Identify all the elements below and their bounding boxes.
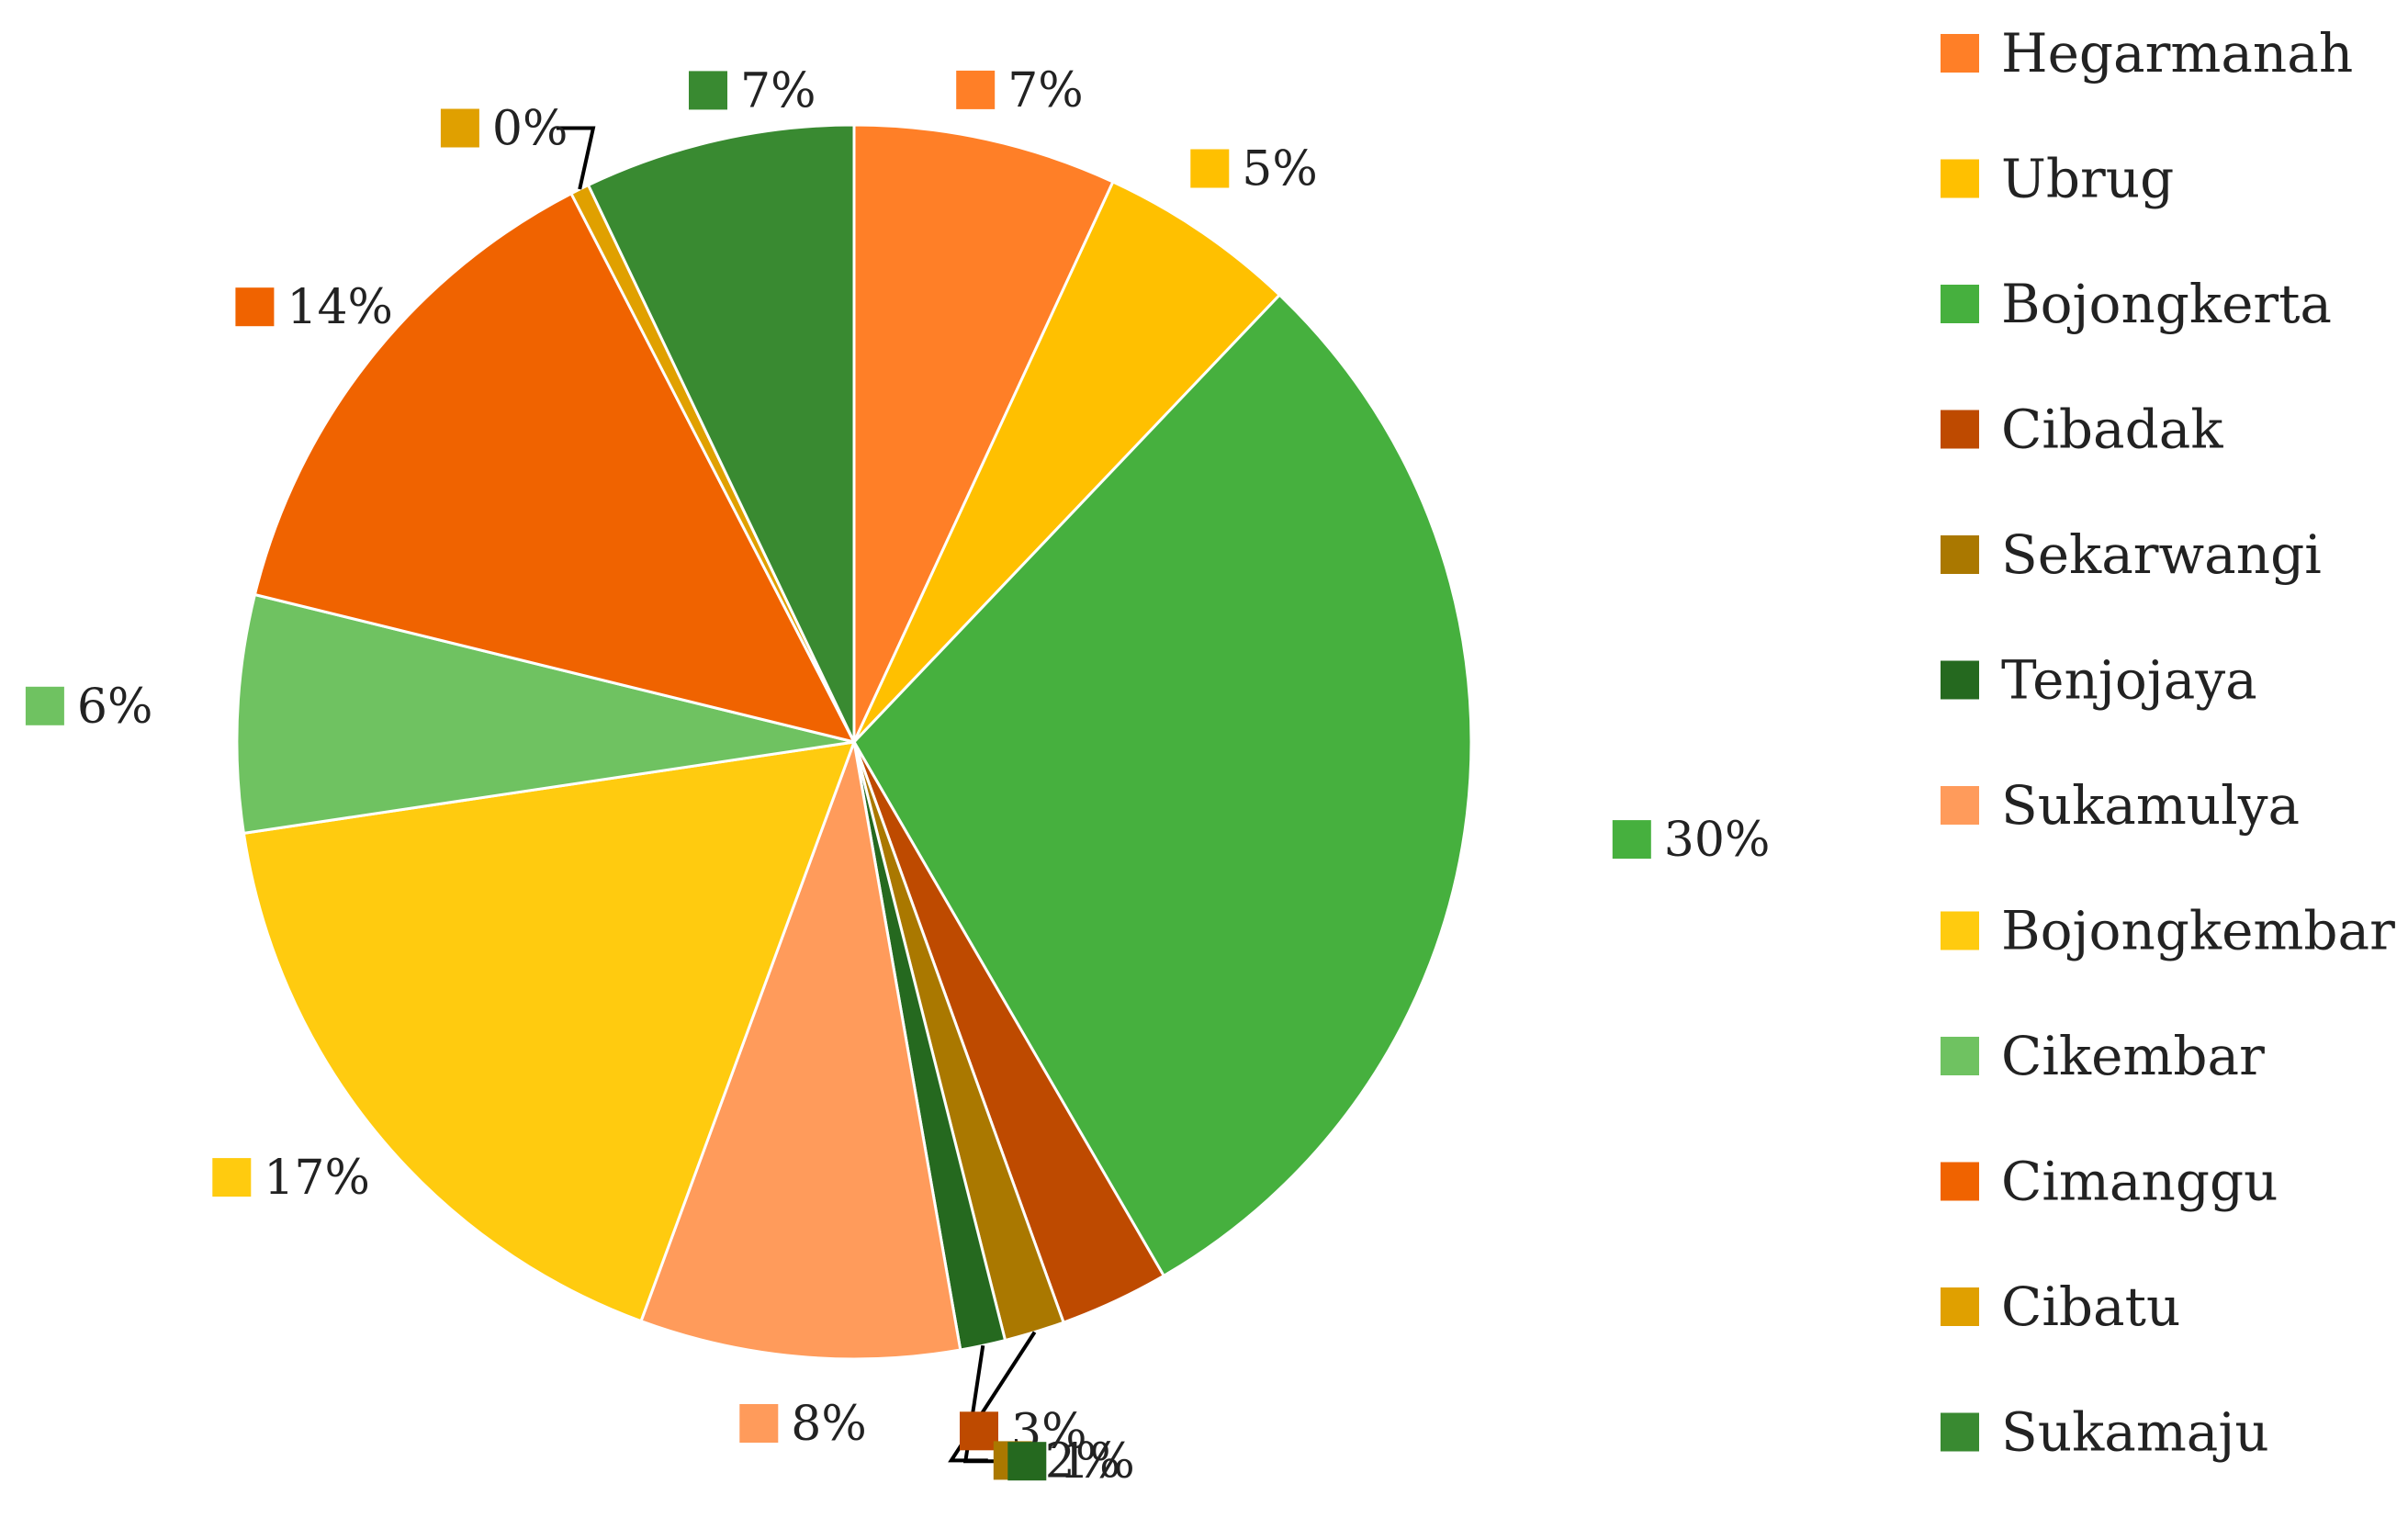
legend-swatch-sekarwangi [1941,535,1979,574]
data-label-swatch-tenjojaya [1007,1442,1047,1481]
data-label-sukamulya: 8% [739,1397,867,1452]
legend-label-sukamaju: Sukamaju [2001,1401,2269,1464]
legend-item-cimanggu: Cimanggu [1941,1151,2278,1213]
data-label-cikembar: 6% [25,680,152,735]
legend-label-sekarwangi: Sekarwangi [2001,523,2322,586]
data-label-text-hegarmanah: 7% [1007,63,1084,118]
data-label-swatch-ubrug [1190,149,1230,188]
data-label-bojongkembar: 17% [212,1151,370,1206]
data-label-swatch-sukamaju [689,71,727,110]
data-label-tenjojaya: 1% [1007,1434,1135,1489]
legend-item-bojongkerta: Bojongkerta [1941,273,2332,335]
data-label-cimanggu: 14% [235,280,393,335]
data-label-text-sukamulya: 8% [791,1397,867,1452]
legend-item-sukamulya: Sukamulya [1941,774,2300,837]
data-label-text-tenjojaya: 1% [1059,1434,1135,1489]
legend-swatch-tenjojaya [1941,660,1979,700]
legend-swatch-bojongkerta [1941,285,1979,323]
legend-label-cibadak: Cibadak [2001,399,2223,461]
legend-label-ubrug: Ubrug [2001,148,2174,210]
data-label-cibadak: 3% [960,1404,1087,1459]
legend-label-cibatu: Cibatu [2001,1276,2180,1338]
data-label-swatch-cimanggu [235,287,275,327]
pie-slices [235,123,1473,1361]
legend-label-bojongkembar: Bojongkembar [2001,900,2395,962]
data-label-text-cibatu: 0% [492,102,568,157]
legend-item-bojongkembar: Bojongkembar [1941,900,2395,962]
data-labels: 7% 5% 30% 3%2%1% 8% 17% 6% 14% 0% 7% [25,63,1771,1489]
data-label-text-sukamaju: 7% [740,63,816,118]
data-label-text-cikembar: 6% [77,680,152,735]
pie-slice-cimanggu [253,191,857,745]
legend-item-cikembar: Cikembar [1941,1025,2265,1087]
legend-swatch-cimanggu [1941,1162,1979,1201]
legend-label-cikembar: Cikembar [2001,1025,2265,1087]
data-label-swatch-bojongkembar [212,1158,252,1197]
legend-item-cibatu: Cibatu [1941,1276,2180,1338]
data-label-text-cimanggu: 14% [287,280,393,335]
pie-slice-ubrug [852,179,1282,744]
legend-label-bojongkerta: Bojongkerta [2001,273,2332,335]
legend-item-cibadak: Cibadak [1941,399,2223,461]
data-label-swatch-cikembar [25,686,64,725]
legend-swatch-cikembar [1941,1037,1979,1075]
data-label-ubrug: 5% [1190,142,1318,197]
data-label-text-bojongkerta: 30% [1664,813,1771,868]
legend-swatch-cibadak [1941,410,1979,449]
legend-label-tenjojaya: Tenjojaya [2001,649,2257,712]
data-label-swatch-cibatu [440,108,479,148]
data-label-text-sekarwangi: 2% [1045,1433,1121,1489]
legend-swatch-sukamaju [1941,1412,1979,1452]
leader-lines [556,126,1037,1464]
legend-label-cimanggu: Cimanggu [2001,1151,2278,1213]
legend-swatch-bojongkembar [1941,911,1979,950]
pie-slice-cikembar [235,592,855,836]
pie-slice-sukamulya [639,736,962,1361]
data-label-swatch-sukamulya [739,1404,779,1443]
legend-swatch-hegarmanah [1941,34,1979,73]
pie-slice-hegarmanah [852,123,1115,743]
data-label-swatch-cibadak [960,1411,998,1451]
data-label-swatch-hegarmanah [956,70,996,109]
legend-swatch-ubrug [1941,159,1979,198]
legend-item-ubrug: Ubrug [1941,148,2174,210]
legend-item-hegarmanah: Hegarmanah [1941,22,2353,84]
pie-slice-sukamaju [586,123,856,743]
data-label-sukamaju: 7% [689,63,816,118]
data-label-text-bojongkembar: 17% [264,1151,370,1206]
data-label-cibatu: 0% [440,102,568,157]
legend: Hegarmanah Ubrug Bojongkerta Cibadak Sekarwa… [1941,22,2395,1464]
legend-swatch-sukamulya [1941,786,1979,825]
data-label-hegarmanah: 7% [956,63,1084,118]
legend-swatch-cibatu [1941,1287,1979,1326]
data-label-bojongkerta: 30% [1612,813,1771,868]
legend-item-tenjojaya: Tenjojaya [1941,649,2257,712]
data-label-text-ubrug: 5% [1242,142,1318,197]
legend-item-sukamaju: Sukamaju [1941,1401,2269,1464]
pie-slice-bojongkerta [852,293,1473,1278]
legend-label-sukamulya: Sukamulya [2001,774,2300,837]
legend-item-sekarwangi: Sekarwangi [1941,523,2322,586]
legend-label-hegarmanah: Hegarmanah [2001,22,2353,84]
pie-slice-bojongkembar [242,740,857,1323]
leader-line-cibatu [556,126,596,190]
leader-line-tenjojaya [962,1344,1003,1464]
data-label-swatch-bojongkerta [1612,820,1651,860]
